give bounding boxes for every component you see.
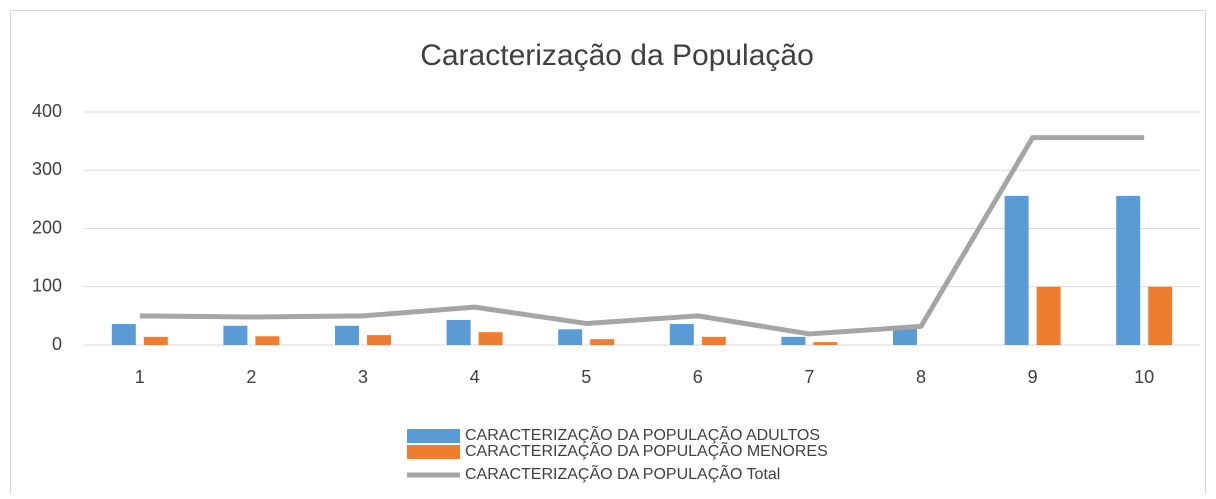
bar: [558, 329, 583, 345]
bar: [335, 325, 359, 345]
legend-swatch: [407, 429, 460, 443]
y-tick-label: 300: [32, 159, 62, 179]
legend-label: CARACTERIZAÇÃO DA POPULAÇÃO MENORES: [465, 440, 828, 460]
x-tick-label: 8: [916, 367, 926, 387]
bar: [701, 336, 726, 345]
y-tick-label: 400: [32, 101, 62, 121]
y-tick-label: 100: [32, 276, 62, 296]
x-tick-label: 10: [1134, 367, 1154, 387]
legend-label: CARACTERIZAÇÃO DA POPULAÇÃO ADULTOS: [465, 424, 820, 444]
x-tick-label: 4: [470, 367, 480, 387]
bar: [446, 319, 471, 345]
x-tick-label: 6: [693, 367, 703, 387]
y-tick-label: 0: [52, 334, 62, 354]
y-tick-label: 200: [32, 217, 62, 237]
x-tick-label: 7: [804, 367, 814, 387]
bar: [781, 336, 806, 345]
bar: [1004, 195, 1029, 345]
x-tick-label: 3: [358, 367, 368, 387]
legend-label: CARACTERIZAÇÃO DA POPULAÇÃO Total: [465, 463, 780, 483]
line: [139, 135, 1145, 337]
x-tick-label: 2: [246, 367, 256, 387]
bar: [669, 324, 694, 345]
bar: [367, 335, 391, 345]
legend-swatch: [407, 445, 460, 459]
bar: [1036, 286, 1061, 345]
bar: [223, 325, 248, 345]
chart-title: Caracterização da População: [420, 39, 814, 72]
x-tick-label: 1: [135, 367, 145, 387]
x-tick-label: 5: [581, 367, 591, 387]
bar: [478, 332, 503, 345]
bar: [590, 339, 615, 345]
x-tick-label: 9: [1028, 367, 1038, 387]
bar: [1148, 286, 1173, 345]
bar: [143, 336, 168, 345]
bar: [1116, 195, 1141, 345]
bar: [111, 324, 136, 345]
bar: [893, 326, 917, 345]
bar: [255, 336, 280, 345]
bar: [813, 342, 838, 345]
